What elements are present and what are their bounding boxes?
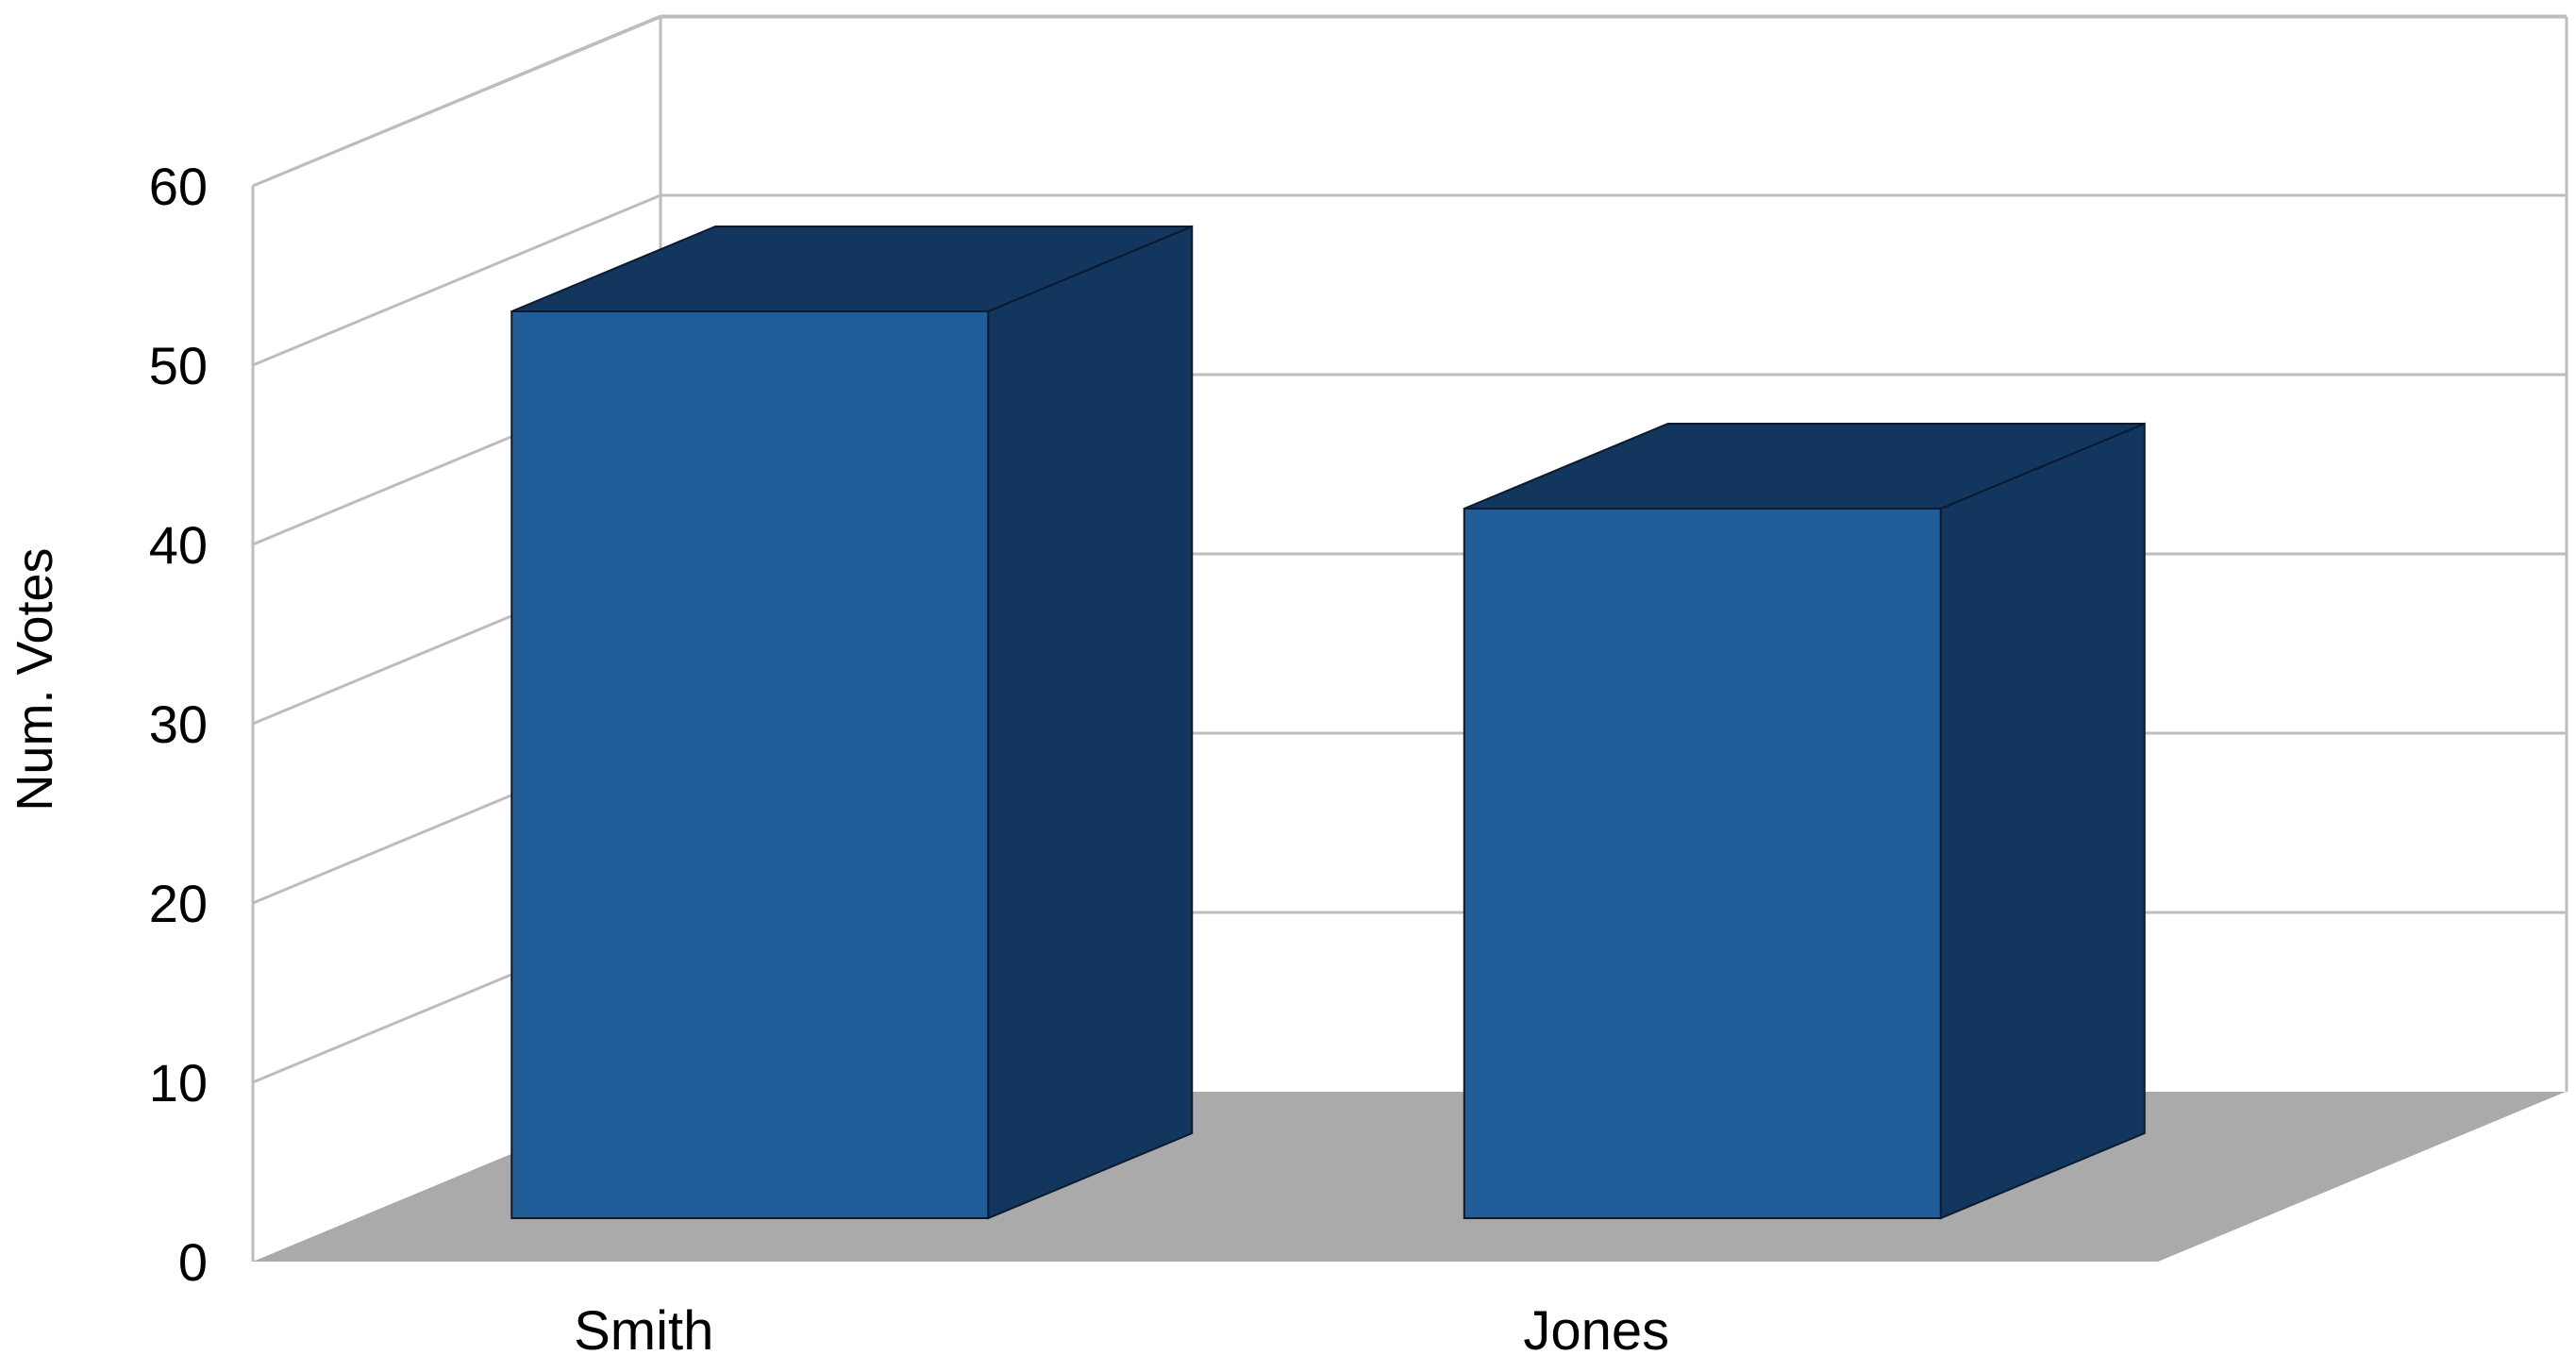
y-axis-ticks: 0 10 20 30 40 50 60 [149,157,208,1292]
x-category-label: Smith [574,1300,713,1362]
y-tick-label: 20 [149,874,208,933]
gridline-left-wall [252,193,661,367]
bar-side-face [1939,422,2146,1220]
y-tick-label: 0 [178,1232,208,1292]
bar-side-face [987,225,1194,1220]
bar-front-face [1463,508,1942,1219]
y-tick-label: 40 [149,515,208,575]
bar-front-face [510,310,990,1219]
x-axis-categories: Smith Jones [574,1300,1669,1362]
y-tick-label: 30 [149,694,208,754]
x-category-label: Jones [1523,1300,1669,1362]
bar-jones [1463,422,2146,1220]
bars [510,225,2146,1220]
gridline-left-wall [252,14,661,188]
y-tick-label: 50 [149,336,208,395]
bar-smith [510,225,1194,1220]
y-tick-label: 60 [149,157,208,216]
y-tick-label: 10 [149,1053,208,1113]
y-axis-title: Num. Votes [7,547,63,811]
